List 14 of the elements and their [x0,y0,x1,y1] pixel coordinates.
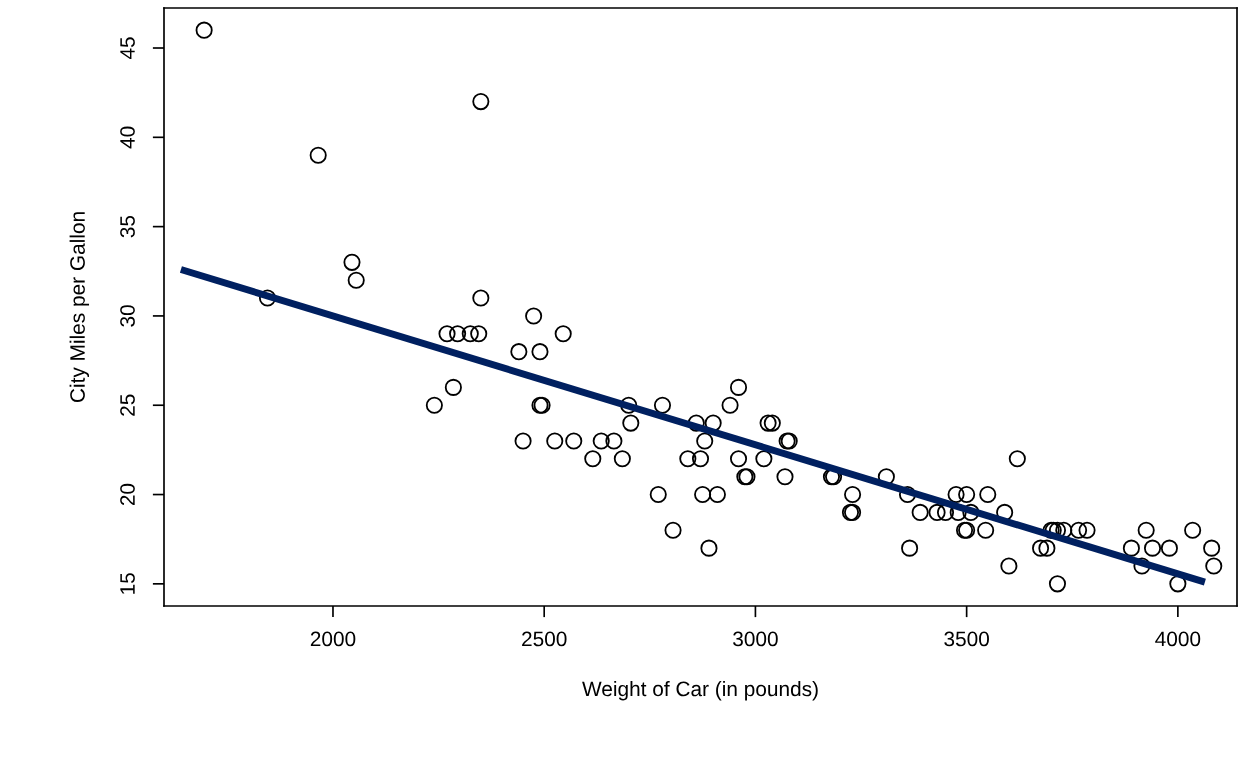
x-tick-label: 3000 [733,631,778,647]
y-tick-label: 35 [120,215,135,238]
x-tick-label: 4000 [1155,631,1201,647]
y-tick-label: 20 [120,483,135,506]
y-tick-label: 40 [120,126,135,149]
y-tick-label: 45 [120,37,135,60]
y-axis-title: City Miles per Gallon [69,212,90,403]
y-tick-label: 25 [120,394,135,416]
y-tick-label: 30 [120,305,135,327]
x-tick-label: 3500 [944,631,989,647]
x-tick-label: 2500 [522,631,567,647]
x-tick-label: 2000 [310,631,356,647]
x-axis-title: Weight of Car (in pounds) [582,680,818,701]
y-tick-label: 15 [120,573,135,594]
